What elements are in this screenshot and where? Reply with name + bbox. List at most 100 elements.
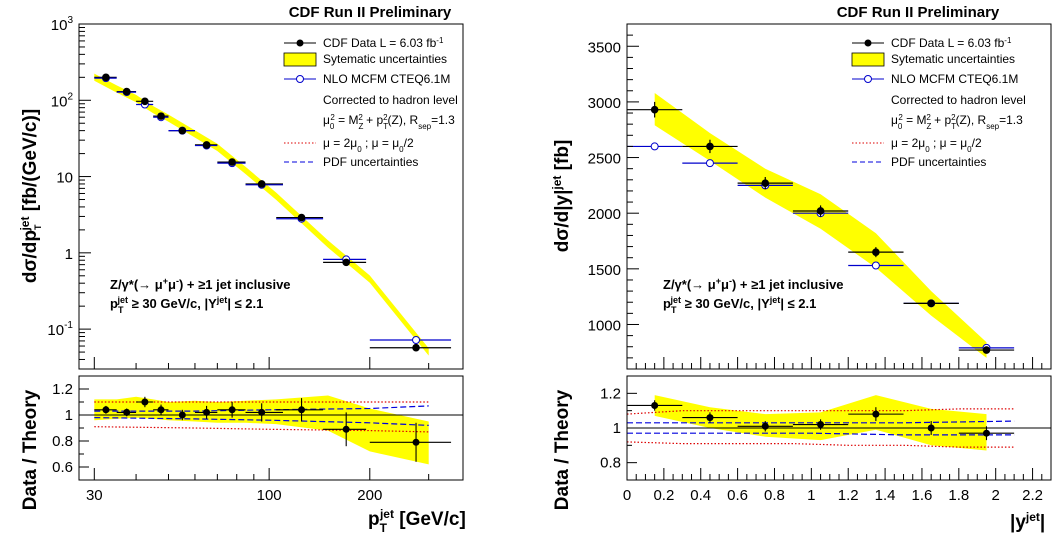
left-main-xticks <box>93 357 430 369</box>
ratio-point <box>178 411 186 419</box>
left-main-yticks: 10-1 1 10 102 103 <box>47 15 91 370</box>
data-point <box>982 346 991 354</box>
data-point <box>927 299 935 308</box>
svg-text:Data / Theory: Data / Theory <box>552 389 573 510</box>
data-point <box>157 112 165 120</box>
y-tick-label: 10-1 <box>47 320 73 339</box>
right-main-xticks <box>626 357 1052 369</box>
scale-lo <box>94 426 429 433</box>
ratio-point <box>102 406 110 414</box>
data-point <box>706 142 714 151</box>
y-tick-label: 103 <box>51 15 74 34</box>
ratio-point <box>157 406 165 414</box>
data-point <box>412 343 420 352</box>
x-tick-label: 1.2 <box>838 487 859 504</box>
y-tick-label: 10 <box>56 170 73 187</box>
data-point <box>342 258 350 267</box>
ratio-point <box>342 425 350 433</box>
x-tick-label: 100 <box>257 487 282 504</box>
left-annot-1: Z/γ*(→ μ+μ-) + ≥1 jet inclusive <box>110 276 291 292</box>
data-point <box>202 141 211 149</box>
right-annot-1: Z/γ*(→ μ+μ-) + ≥1 jet inclusive <box>663 276 844 292</box>
ratio-point <box>872 410 880 418</box>
data-point <box>297 213 306 222</box>
ratio-point <box>141 398 149 406</box>
ratio-point <box>228 406 236 414</box>
nlo-point <box>871 261 880 270</box>
data-point <box>141 97 149 106</box>
nlo-point <box>650 142 659 151</box>
x-tick-label: 0.8 <box>764 487 785 504</box>
scale-lo <box>626 441 1015 448</box>
right-ratio-ylabel: Data / Theory <box>552 389 573 510</box>
y-tick-label: 2500 <box>588 151 621 168</box>
right-legend-data: CDF Data L = 6.03 fb-1 <box>891 36 1012 51</box>
left-panel: CDF Run II Preliminary 10-1 1 10 102 103 dσ/… <box>18 4 466 535</box>
x-tick-label: 2.2 <box>1022 487 1043 504</box>
data-point <box>228 158 236 166</box>
data-point <box>178 126 187 135</box>
right-legend: CDF Data L = 6.03 fb-1 Sytematic uncerta… <box>851 36 1026 169</box>
nlo-point <box>412 335 421 344</box>
right-ratio-xticks: 0 0.2 0.4 0.6 0.8 1 1.2 1.4 1.6 1.8 2 2.2 <box>623 468 1052 504</box>
left-legend-pdf: PDF uncertainties <box>323 155 418 169</box>
ratio-point <box>982 429 990 437</box>
left-legend-syst: Sytematic uncertainties <box>323 52 447 66</box>
syst-band-main <box>654 93 987 358</box>
data-point <box>816 207 825 215</box>
right-ratio-points <box>627 400 1015 441</box>
ratio-y-label: 0.6 <box>52 459 73 476</box>
pdf-lo <box>94 417 429 426</box>
x-tick-label: 1.8 <box>948 487 969 504</box>
ratio-y-label: 1.2 <box>600 385 621 402</box>
y-tick-label: 1 <box>65 246 73 263</box>
right-syst-band <box>654 93 987 358</box>
left-title: CDF Run II Preliminary <box>289 4 452 21</box>
x-tick-label: 0.2 <box>653 487 674 504</box>
y-tick-label: 3000 <box>588 95 621 112</box>
y-tick-label: 1000 <box>588 317 621 334</box>
svg-text:Data / Theory: Data / Theory <box>20 389 41 510</box>
data-point <box>257 180 266 188</box>
data-point <box>122 87 131 96</box>
ratio-point <box>651 401 659 409</box>
ratio-y-label: 1.2 <box>52 381 73 398</box>
right-panel: CDF Run II Preliminary 1000 1500 2000 2500 3… <box>550 4 1052 533</box>
ratio-point <box>258 408 266 416</box>
x-tick-label: 0 <box>623 487 631 504</box>
ratio-point <box>412 438 420 446</box>
right-main-ylabel: dσ/d|y|jet [fb] <box>550 140 573 253</box>
x-tick-label: 200 <box>357 487 382 504</box>
y-tick-label: 102 <box>51 91 74 110</box>
nlo-point <box>705 159 714 168</box>
x-tick-label: 2 <box>992 487 1000 504</box>
pdf-lo <box>627 432 1015 436</box>
left-main-frame <box>78 23 464 370</box>
left-ratio-points <box>94 396 452 462</box>
right-legend-syst: Sytematic uncertainties <box>891 52 1015 66</box>
x-tick-label: 0.4 <box>690 487 711 504</box>
ratio-y-label: 1 <box>613 420 621 437</box>
right-legend-nlo: NLO MCFM CTEQ6.1M <box>891 72 1018 86</box>
ratio-point <box>706 414 714 422</box>
left-ratio-xticks: 30 100 200 <box>86 468 430 504</box>
ratio-point <box>817 421 825 429</box>
data-point <box>872 248 880 256</box>
scale-hi <box>626 408 1015 415</box>
right-points <box>627 101 1015 354</box>
data-point <box>650 105 659 114</box>
svg-text:dσ/d|y|jet [fb]: dσ/d|y|jet [fb] <box>550 140 573 253</box>
ratio-y-label: 0.8 <box>52 433 73 450</box>
y-tick-label: 3500 <box>588 39 621 56</box>
x-tick-label: 0.6 <box>727 487 748 504</box>
ratio-point <box>927 424 935 432</box>
ratio-point <box>123 408 131 416</box>
right-main-yticks: 1000 1500 2000 2500 3000 3500 <box>588 34 639 359</box>
left-legend-corr: Corrected to hadron level <box>323 93 458 107</box>
y-tick-label: 2000 <box>588 206 621 223</box>
right-legend-corr: Corrected to hadron level <box>891 93 1026 107</box>
left-ratio-ylabel: Data / Theory <box>20 389 41 510</box>
syst-band-ratio <box>94 395 429 465</box>
left-main-ylabel: dσ/dpTjet [fb/(GeV/c)] <box>18 109 43 283</box>
